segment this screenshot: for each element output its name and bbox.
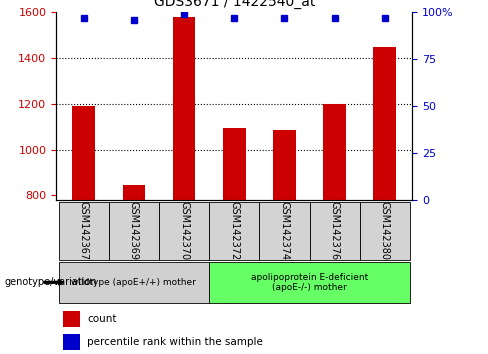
Bar xyxy=(223,128,245,200)
Bar xyxy=(72,106,95,200)
Text: wildtype (apoE+/+) mother: wildtype (apoE+/+) mother xyxy=(71,278,196,287)
Bar xyxy=(259,202,309,260)
Bar xyxy=(173,17,195,200)
Bar xyxy=(59,262,209,303)
Bar xyxy=(59,202,109,260)
Bar xyxy=(109,202,159,260)
Bar xyxy=(324,104,346,200)
Text: GSM142370: GSM142370 xyxy=(179,201,189,261)
Bar xyxy=(159,202,209,260)
Text: apolipoprotein E-deficient
(apoE-/-) mother: apolipoprotein E-deficient (apoE-/-) mot… xyxy=(251,273,368,292)
Text: GSM142369: GSM142369 xyxy=(129,201,139,261)
Text: GSM142376: GSM142376 xyxy=(329,201,340,261)
Title: GDS3671 / 1422540_at: GDS3671 / 1422540_at xyxy=(154,0,315,8)
Bar xyxy=(63,311,81,327)
Text: percentile rank within the sample: percentile rank within the sample xyxy=(87,337,264,347)
Text: GSM142380: GSM142380 xyxy=(380,201,390,261)
Bar xyxy=(122,185,145,200)
Bar xyxy=(273,130,296,200)
Bar xyxy=(309,202,360,260)
Bar xyxy=(373,47,396,200)
Text: GSM142374: GSM142374 xyxy=(280,201,289,261)
Bar xyxy=(63,334,81,350)
Text: GSM142372: GSM142372 xyxy=(229,201,239,261)
Text: count: count xyxy=(87,314,117,324)
Bar xyxy=(360,202,410,260)
Text: genotype/variation: genotype/variation xyxy=(5,277,98,287)
Text: GSM142367: GSM142367 xyxy=(79,201,89,261)
Bar xyxy=(209,202,259,260)
Bar xyxy=(209,262,410,303)
